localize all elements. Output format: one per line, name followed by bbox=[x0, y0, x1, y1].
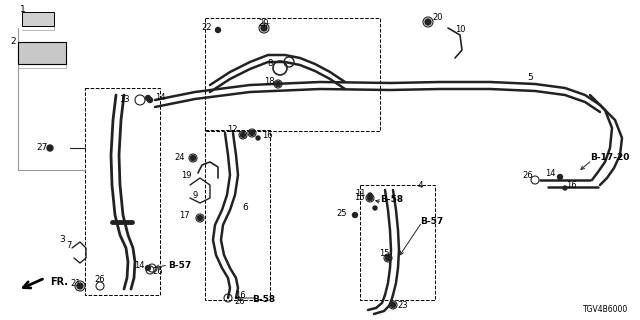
Text: 9: 9 bbox=[193, 190, 198, 199]
Text: 2: 2 bbox=[10, 37, 16, 46]
Text: 4: 4 bbox=[417, 180, 423, 189]
Text: 13: 13 bbox=[120, 95, 130, 105]
Circle shape bbox=[373, 206, 377, 210]
Text: B-58: B-58 bbox=[380, 196, 403, 204]
Text: 14: 14 bbox=[155, 93, 166, 102]
Text: 19: 19 bbox=[182, 171, 192, 180]
Circle shape bbox=[563, 186, 567, 190]
Circle shape bbox=[367, 196, 372, 201]
Circle shape bbox=[353, 212, 358, 218]
Bar bbox=[22, 12, 54, 26]
Text: 10: 10 bbox=[455, 26, 465, 35]
Circle shape bbox=[425, 19, 431, 25]
Circle shape bbox=[261, 25, 267, 31]
Text: 1: 1 bbox=[20, 5, 26, 14]
Circle shape bbox=[47, 145, 53, 151]
Text: B-17-20: B-17-20 bbox=[590, 154, 629, 163]
Text: 26: 26 bbox=[95, 276, 106, 284]
Circle shape bbox=[145, 266, 150, 270]
Text: 15: 15 bbox=[380, 249, 390, 258]
Circle shape bbox=[241, 132, 246, 138]
Text: FR.: FR. bbox=[50, 277, 68, 287]
Text: 5: 5 bbox=[527, 74, 533, 83]
Text: B-58: B-58 bbox=[252, 295, 275, 305]
Text: 26: 26 bbox=[152, 268, 163, 276]
Text: 14: 14 bbox=[545, 169, 556, 178]
Text: 22: 22 bbox=[202, 23, 212, 33]
Circle shape bbox=[256, 136, 260, 140]
Text: 17: 17 bbox=[179, 211, 190, 220]
Text: 16: 16 bbox=[566, 181, 577, 190]
Text: 16: 16 bbox=[262, 131, 273, 140]
Text: 26: 26 bbox=[235, 298, 245, 307]
Bar bbox=[85, 88, 160, 295]
Circle shape bbox=[390, 302, 396, 308]
Text: 16: 16 bbox=[235, 291, 245, 300]
Text: 23: 23 bbox=[397, 300, 408, 309]
Bar bbox=[205, 18, 380, 131]
Circle shape bbox=[77, 283, 83, 289]
Text: 27: 27 bbox=[36, 143, 48, 153]
Bar bbox=[360, 185, 435, 300]
Circle shape bbox=[147, 98, 152, 102]
Bar bbox=[18, 42, 66, 64]
Circle shape bbox=[145, 95, 150, 100]
Circle shape bbox=[198, 215, 202, 220]
Text: 6: 6 bbox=[243, 204, 248, 212]
Circle shape bbox=[275, 82, 280, 86]
Circle shape bbox=[191, 156, 195, 161]
Text: 25: 25 bbox=[337, 209, 347, 218]
Text: 15: 15 bbox=[355, 194, 365, 203]
Text: TGV4B6000: TGV4B6000 bbox=[583, 305, 628, 314]
Text: 7: 7 bbox=[67, 242, 72, 251]
Text: 20: 20 bbox=[432, 13, 442, 22]
Circle shape bbox=[368, 193, 372, 197]
Text: 11: 11 bbox=[355, 188, 366, 197]
Text: 3: 3 bbox=[59, 236, 65, 244]
Circle shape bbox=[216, 28, 221, 33]
Text: 20: 20 bbox=[258, 20, 269, 28]
Circle shape bbox=[250, 131, 255, 135]
Circle shape bbox=[385, 255, 390, 260]
Text: B-57: B-57 bbox=[420, 218, 444, 227]
Text: 21: 21 bbox=[71, 278, 81, 287]
Bar bbox=[205, 130, 270, 300]
Text: B-57: B-57 bbox=[168, 260, 191, 269]
Text: 18: 18 bbox=[264, 77, 275, 86]
Text: 26: 26 bbox=[522, 171, 533, 180]
Text: 14: 14 bbox=[134, 260, 145, 269]
Circle shape bbox=[557, 174, 563, 180]
Text: —: — bbox=[264, 21, 269, 27]
Text: 12: 12 bbox=[227, 125, 238, 134]
Text: 24: 24 bbox=[175, 154, 185, 163]
Text: 8: 8 bbox=[268, 60, 273, 68]
